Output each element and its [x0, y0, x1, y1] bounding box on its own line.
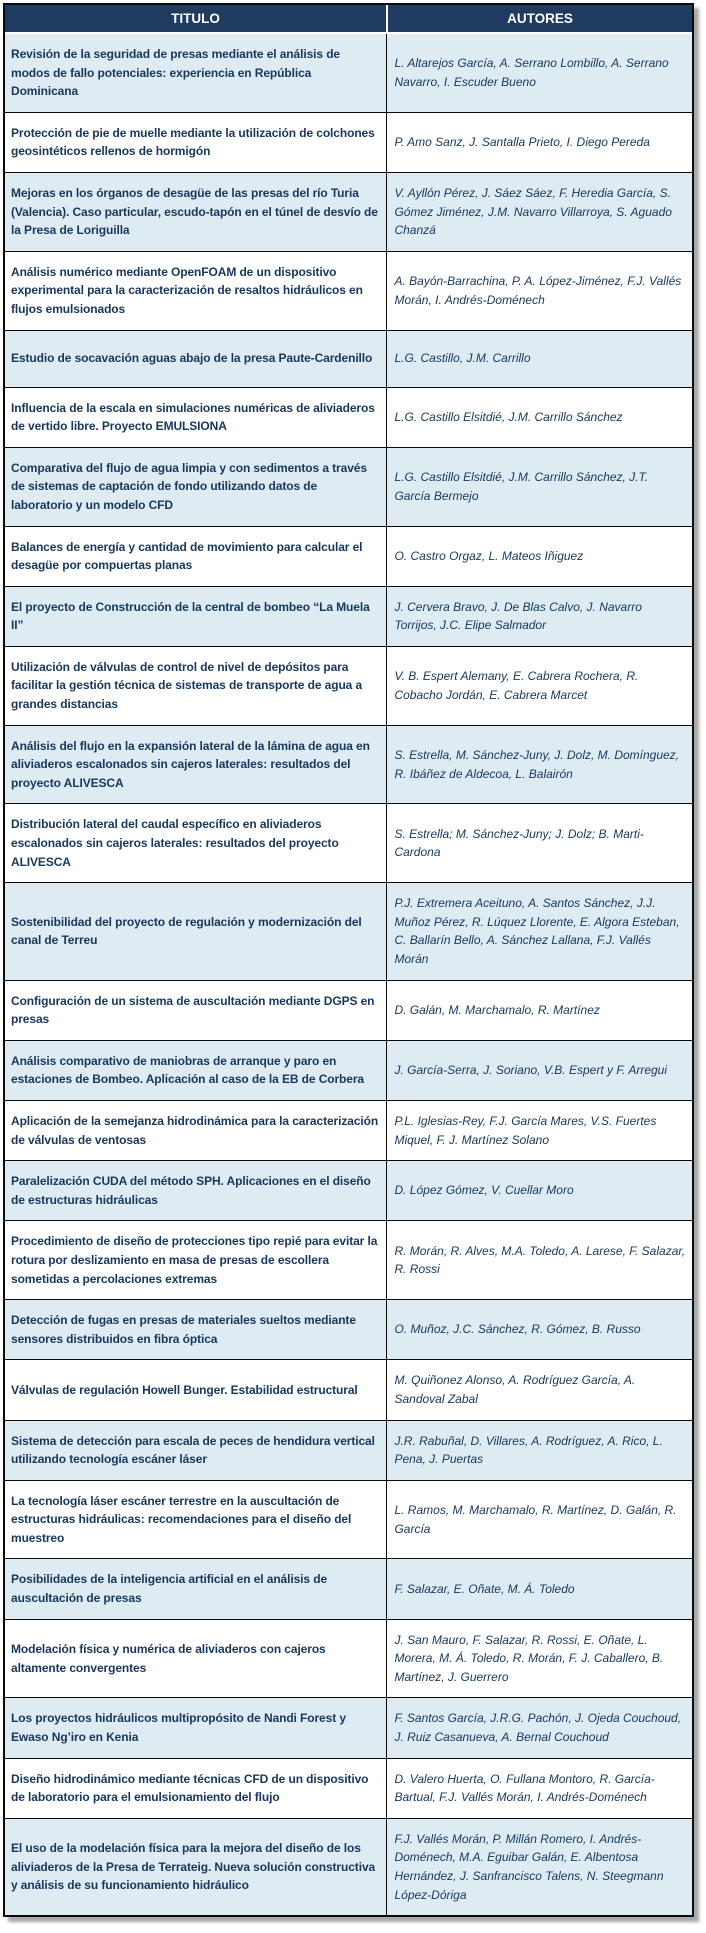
paper-title-cell: Influencia de la escala en simulaciones … — [5, 386, 387, 448]
paper-title-cell: El uso de la modelación física para la m… — [5, 1817, 387, 1916]
papers-table: TITULO AUTORES Revisión de la seguridad … — [5, 5, 692, 1916]
table-row: Diseño hidrodinámico mediante técnicas C… — [5, 1757, 692, 1819]
paper-title-cell: Sostenibilidad del proyecto de regulació… — [5, 882, 387, 981]
paper-title-cell: Detección de fugas en presas de material… — [5, 1299, 387, 1360]
paper-authors-cell: R. Morán, R. Alves, M.A. Toledo, A. Lare… — [386, 1220, 692, 1300]
paper-title-cell: Estudio de socavación aguas abajo de la … — [5, 329, 387, 388]
papers-table-frame: TITULO AUTORES Revisión de la seguridad … — [3, 3, 694, 1918]
paper-authors-cell: F.J. Vallés Morán, P. Millán Romero, I. … — [386, 1817, 692, 1916]
table-row: Posibilidades de la inteligencia artific… — [5, 1558, 692, 1620]
paper-title-cell: Aplicación de la semejanza hidrodinámica… — [5, 1099, 387, 1161]
paper-title-cell: Mejoras en los órganos de desagüe de las… — [5, 171, 387, 252]
paper-authors-cell: S. Estrella, M. Sánchez-Juny, J. Dolz, M… — [386, 724, 692, 804]
table-body: Revisión de la seguridad de presas media… — [5, 33, 692, 1916]
paper-authors-cell: A. Bayón-Barrachina, P. A. López-Jiménez… — [386, 250, 692, 331]
paper-authors-cell: F. Santos García, J.R.G. Pachón, J. Ojed… — [386, 1697, 692, 1759]
table-row: Paralelización CUDA del método SPH. Apli… — [5, 1160, 692, 1221]
table-row: Sistema de detección para escala de pece… — [5, 1419, 692, 1481]
table-row: Válvulas de regulación Howell Bunger. Es… — [5, 1359, 692, 1420]
paper-title-cell: Protección de pie de muelle mediante la … — [5, 111, 387, 173]
table-header: TITULO AUTORES — [5, 5, 692, 34]
paper-title-cell: Análisis del flujo en la expansión later… — [5, 724, 387, 804]
paper-title-cell: Distribución lateral del caudal específi… — [5, 803, 387, 883]
paper-authors-cell: L.G. Castillo Elsitdié, J.M. Carrillo Sá… — [386, 446, 692, 526]
paper-authors-cell: V. B. Espert Alemany, E. Cabrera Rochera… — [386, 645, 692, 726]
paper-authors-cell: J. San Mauro, F. Salazar, R. Rossi, E. O… — [386, 1618, 692, 1698]
table-row: Distribución lateral del caudal específi… — [5, 803, 692, 883]
paper-title-cell: Válvulas de regulación Howell Bunger. Es… — [5, 1359, 387, 1420]
table-row: El uso de la modelación física para la m… — [5, 1817, 692, 1916]
column-header-titulo: TITULO — [5, 5, 387, 34]
table-row: Los proyectos hidráulicos multipropósito… — [5, 1697, 692, 1759]
table-row: Procedimiento de diseño de protecciones … — [5, 1220, 692, 1300]
paper-title-cell: El proyecto de Construcción de la centra… — [5, 585, 387, 647]
paper-authors-cell: P.J. Extremera Aceituno, A. Santos Sánch… — [386, 882, 692, 981]
table-row: Estudio de socavación aguas abajo de la … — [5, 329, 692, 388]
paper-title-cell: Análisis numérico mediante OpenFOAM de u… — [5, 250, 387, 331]
paper-authors-cell: J.R. Rabuñal, D. Villares, A. Rodríguez,… — [386, 1419, 692, 1481]
paper-title-cell: Revisión de la seguridad de presas media… — [5, 33, 387, 113]
paper-authors-cell: L.G. Castillo, J.M. Carrillo — [386, 329, 692, 388]
paper-title-cell: La tecnología láser escáner terrestre en… — [5, 1479, 387, 1559]
paper-authors-cell: P. Amo Sanz, J. Santalla Prieto, I. Dieg… — [386, 111, 692, 173]
paper-title-cell: Balances de energía y cantidad de movimi… — [5, 525, 387, 587]
table-row: Aplicación de la semejanza hidrodinámica… — [5, 1099, 692, 1161]
paper-title-cell: Modelación física y numérica de aliviade… — [5, 1618, 387, 1698]
paper-title-cell: Los proyectos hidráulicos multipropósito… — [5, 1697, 387, 1759]
table-row: Mejoras en los órganos de desagüe de las… — [5, 171, 692, 252]
paper-title-cell: Diseño hidrodinámico mediante técnicas C… — [5, 1757, 387, 1819]
paper-authors-cell: L.G. Castillo Elsitdié, J.M. Carrillo Sá… — [386, 386, 692, 448]
paper-authors-cell: F. Salazar, E. Oñate, M. Á. Toledo — [386, 1558, 692, 1620]
paper-title-cell: Configuración de un sistema de auscultac… — [5, 979, 387, 1041]
paper-authors-cell: M. Quiñonez Alonso, A. Rodríguez García,… — [386, 1359, 692, 1420]
paper-authors-cell: D. Galán, M. Marchamalo, R. Martínez — [386, 979, 692, 1041]
table-row: Detección de fugas en presas de material… — [5, 1299, 692, 1360]
paper-title-cell: Sistema de detección para escala de pece… — [5, 1419, 387, 1481]
table-row: Modelación física y numérica de aliviade… — [5, 1618, 692, 1698]
table-row: Análisis numérico mediante OpenFOAM de u… — [5, 250, 692, 331]
paper-authors-cell: L. Altarejos García, A. Serrano Lombillo… — [386, 33, 692, 113]
column-header-autores: AUTORES — [385, 5, 692, 34]
paper-authors-cell: J. Cervera Bravo, J. De Blas Calvo, J. N… — [386, 585, 692, 647]
paper-authors-cell: O. Castro Orgaz, L. Mateos Iñiguez — [386, 525, 692, 587]
paper-title-cell: Posibilidades de la inteligencia artific… — [5, 1558, 387, 1620]
paper-authors-cell: L. Ramos, M. Marchamalo, R. Martínez, D.… — [386, 1479, 692, 1559]
paper-title-cell: Paralelización CUDA del método SPH. Apli… — [5, 1160, 387, 1221]
table-row: Balances de energía y cantidad de movimi… — [5, 525, 692, 587]
table-row: El proyecto de Construcción de la centra… — [5, 585, 692, 647]
table-row: Análisis comparativo de maniobras de arr… — [5, 1039, 692, 1101]
paper-authors-cell: O. Muñoz, J.C. Sánchez, R. Gómez, B. Rus… — [386, 1299, 692, 1360]
paper-authors-cell: J. García-Serra, J. Soriano, V.B. Espert… — [386, 1039, 692, 1101]
table-row: Revisión de la seguridad de presas media… — [5, 33, 692, 113]
paper-title-cell: Procedimiento de diseño de protecciones … — [5, 1220, 387, 1300]
table-row: Protección de pie de muelle mediante la … — [5, 111, 692, 173]
header-row: TITULO AUTORES — [5, 5, 692, 34]
paper-title-cell: Análisis comparativo de maniobras de arr… — [5, 1039, 387, 1101]
paper-title-cell: Utilización de válvulas de control de ni… — [5, 645, 387, 726]
paper-authors-cell: D. Valero Huerta, O. Fullana Montoro, R.… — [386, 1757, 692, 1819]
paper-authors-cell: S. Estrella; M. Sánchez-Juny; J. Dolz; B… — [386, 803, 692, 883]
table-row: Influencia de la escala en simulaciones … — [5, 386, 692, 448]
table-row: Análisis del flujo en la expansión later… — [5, 724, 692, 804]
table-row: La tecnología láser escáner terrestre en… — [5, 1479, 692, 1559]
paper-authors-cell: V. Ayllón Pérez, J. Sáez Sáez, F. Heredi… — [386, 171, 692, 252]
table-row: Utilización de válvulas de control de ni… — [5, 645, 692, 726]
table-row: Sostenibilidad del proyecto de regulació… — [5, 882, 692, 981]
table-row: Comparativa del flujo de agua limpia y c… — [5, 446, 692, 526]
paper-authors-cell: D. López Gómez, V. Cuellar Moro — [386, 1160, 692, 1221]
table-row: Configuración de un sistema de auscultac… — [5, 979, 692, 1041]
paper-title-cell: Comparativa del flujo de agua limpia y c… — [5, 446, 387, 526]
paper-authors-cell: P.L. Iglesias-Rey, F.J. García Mares, V.… — [386, 1099, 692, 1161]
